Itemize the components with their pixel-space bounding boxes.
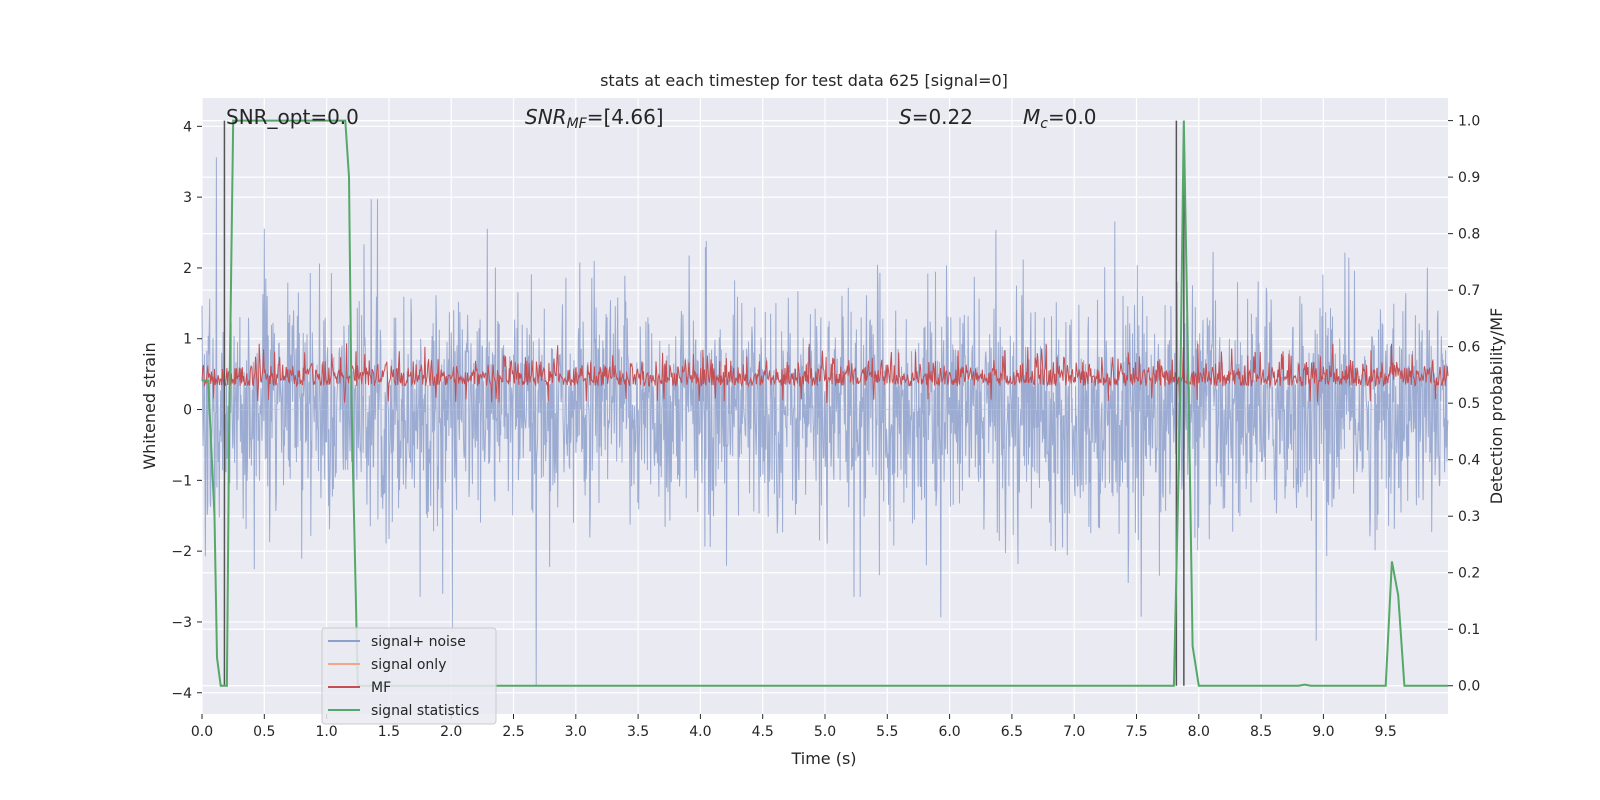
x-tick-label-11: 5.5: [876, 724, 898, 740]
y-tick-label-6: 2: [183, 261, 192, 277]
signal-statistics-line: [202, 119, 1448, 687]
y-right-tick-label-3: 0.3: [1458, 509, 1480, 525]
legend-label-signal-statistics: signal statistics: [371, 703, 479, 719]
x-axis-ticks: 0.0 0.5 1.0 1.5 2.0 2.5 3.0 3.5 4.0 4.5 5.0 5.5 6.0 6…: [191, 714, 1397, 740]
y-right-tick-label-0: 0.0: [1458, 679, 1480, 695]
x-tick-label-10: 5.0: [814, 724, 836, 740]
annotation-snr-mf-prefix: SNR: [525, 105, 567, 129]
y-right-axis-label: Detection probability/MF: [1487, 308, 1506, 505]
mf-line: [201, 343, 1449, 405]
annotation-snr-mf: SNRMF=[4.66]: [525, 105, 664, 132]
annotation-s-prefix: S: [899, 105, 912, 129]
y-right-tick-label-8: 0.8: [1458, 227, 1480, 243]
legend-label-mf: MF: [371, 680, 391, 696]
annotation-snr-opt: SNR_opt=0.0: [226, 105, 359, 129]
x-tick-label-18: 9.0: [1312, 724, 1334, 740]
chart-title: stats at each timestep for test data 625…: [600, 71, 1008, 90]
legend: signal+ noise signal only MF signal stat…: [321, 627, 497, 725]
annotation-mc-prefix: M: [1023, 105, 1040, 129]
x-tick-label-2: 1.0: [315, 724, 337, 740]
annotation-s: S=0.22: [899, 105, 973, 129]
y-tick-label-1: −3: [171, 615, 192, 631]
y-right-tick-label-2: 0.2: [1458, 566, 1480, 582]
y-right-axis-ticks: 0.0 0.1 0.2 0.3 0.4 0.5 0.6 0.7 0.8 0.9 1.0: [1448, 114, 1480, 695]
x-tick-label-17: 8.5: [1250, 724, 1272, 740]
legend-box: [321, 627, 497, 725]
y-tick-label-7: 3: [183, 190, 192, 206]
y-tick-label-8: 4: [183, 119, 192, 135]
x-tick-label-16: 8.0: [1188, 724, 1210, 740]
x-tick-label-8: 4.0: [689, 724, 711, 740]
x-tick-label-15: 7.5: [1125, 724, 1147, 740]
annotation-snr-mf-value: =[4.66]: [587, 105, 664, 129]
series-signal-statistics: [202, 119, 1448, 687]
x-tick-label-6: 3.0: [565, 724, 587, 740]
y-right-tick-label-9: 0.9: [1458, 170, 1480, 186]
annotation-s-value: =0.22: [912, 105, 973, 129]
annotation-mc-value: =0.0: [1048, 105, 1097, 129]
y-right-tick-label-7: 0.7: [1458, 283, 1480, 299]
x-tick-label-12: 6.0: [938, 724, 960, 740]
y-right-tick-label-10: 1.0: [1458, 114, 1480, 130]
x-tick-label-0: 0.0: [191, 724, 213, 740]
x-axis-label: Time (s): [790, 749, 856, 768]
x-tick-label-19: 9.5: [1375, 724, 1397, 740]
y-tick-label-5: 1: [183, 332, 192, 348]
annotation-snr-mf-sub: MF: [567, 116, 588, 132]
series-signal-noise: [201, 157, 1449, 686]
x-tick-label-4: 2.0: [440, 724, 462, 740]
legend-label-signal-noise: signal+ noise: [371, 634, 466, 650]
legend-label-signal-only: signal only: [371, 657, 446, 673]
x-tick-label-1: 0.5: [253, 724, 275, 740]
y-right-tick-label-4: 0.4: [1458, 453, 1480, 469]
signal-noise-line: [201, 157, 1449, 686]
y-tick-label-0: −4: [171, 686, 192, 702]
y-right-tick-label-6: 0.6: [1458, 340, 1480, 356]
y-axis-ticks: −4 −3 −2 −1 0 1 2 3 4: [171, 119, 202, 702]
y-right-tick-label-1: 0.1: [1458, 622, 1480, 638]
y-tick-label-4: 0: [183, 403, 192, 419]
y-tick-label-2: −2: [171, 544, 192, 560]
x-tick-label-9: 4.5: [752, 724, 774, 740]
x-tick-label-5: 2.5: [502, 724, 524, 740]
y-tick-label-3: −1: [171, 473, 192, 489]
x-tick-label-14: 7.0: [1063, 724, 1085, 740]
x-tick-label-3: 1.5: [378, 724, 400, 740]
x-tick-label-7: 3.5: [627, 724, 649, 740]
annotation-mc: Mc=0.0: [1023, 105, 1097, 132]
annotation-mc-sub: c: [1040, 116, 1048, 132]
series-mf: [201, 343, 1449, 405]
x-tick-label-13: 6.5: [1001, 724, 1023, 740]
y-axis-label: Whitened strain: [140, 342, 159, 469]
y-right-tick-label-5: 0.5: [1458, 396, 1480, 412]
